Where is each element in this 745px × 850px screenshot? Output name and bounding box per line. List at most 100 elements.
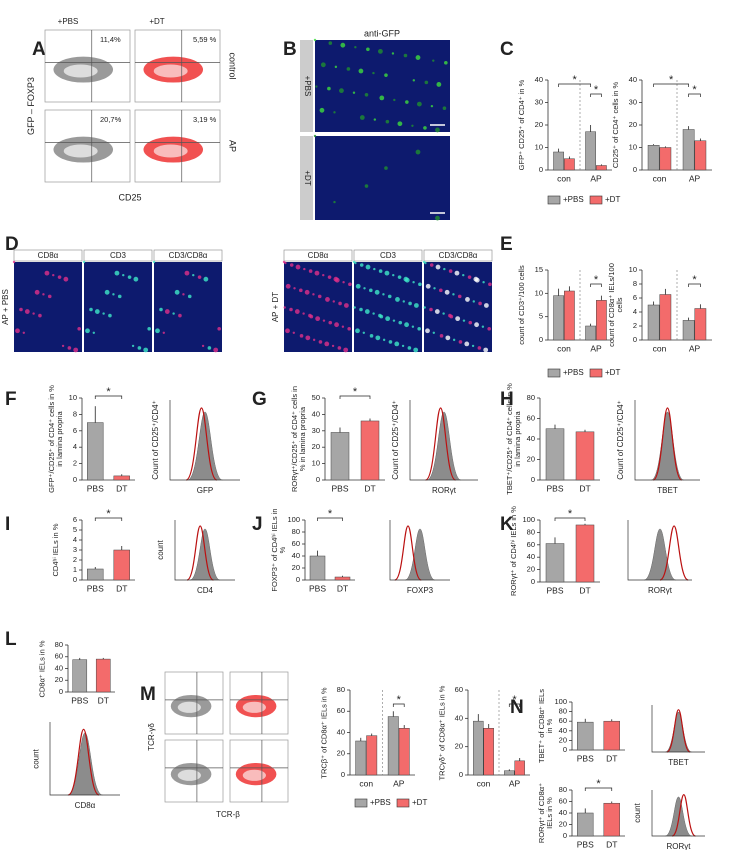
bar — [87, 568, 104, 581]
y-axis-label: GFP⁺ CD25⁺ of CD4⁺ in % — [517, 79, 527, 171]
stain-spot — [63, 276, 69, 282]
stain-spot — [354, 46, 357, 49]
stain-spot — [416, 101, 422, 107]
bar — [87, 422, 104, 481]
stain-spot — [407, 346, 412, 350]
channel-header — [83, 249, 153, 262]
stain-spot — [444, 60, 448, 65]
row-label: AP + PBS — [1, 289, 10, 325]
significance-bracket — [688, 283, 701, 287]
y-tick-label: 0 — [531, 577, 535, 586]
legend-label: +PBS — [563, 368, 584, 377]
gate-percent: 20,7% — [100, 115, 122, 124]
significance-bracket — [508, 703, 521, 707]
stain-spot — [391, 52, 395, 55]
y-tick-label: 40 — [55, 663, 63, 672]
stain-spot — [42, 293, 45, 296]
bar — [514, 760, 525, 776]
stain-spot — [67, 346, 72, 350]
y-tick-label: 20 — [292, 563, 300, 572]
stain-spot — [127, 275, 132, 279]
bar — [398, 728, 410, 776]
x-tick-label: con — [477, 778, 491, 788]
flow-core — [153, 64, 188, 78]
stain-spot — [358, 68, 364, 74]
histogram-line — [425, 407, 457, 481]
y-axis-label: RORγt⁺ of CD4ʰⁱ IELs in % — [509, 506, 519, 596]
y-tick-label: 0 — [633, 165, 637, 174]
stain-spot — [471, 344, 475, 348]
stain-spot — [347, 326, 351, 331]
stain-spot — [430, 104, 434, 108]
stain-spot — [328, 41, 333, 45]
legend-swatch — [396, 798, 410, 808]
y-tick-label: 40 — [292, 551, 300, 560]
stain-spot — [15, 328, 20, 334]
panel-letter: B — [283, 39, 297, 60]
stain-spot — [313, 38, 317, 42]
stain-spot — [289, 263, 294, 267]
stain-spot — [384, 73, 388, 77]
stain-spot — [308, 269, 313, 273]
stain-spot — [384, 166, 388, 170]
panel-letter: K — [500, 514, 514, 535]
stain-spot — [359, 307, 363, 312]
column-label: +DT — [149, 17, 164, 26]
y-tick-label: 0 — [73, 575, 77, 584]
stain-spot — [343, 303, 349, 308]
stain-spot — [213, 347, 219, 353]
panel-letter: E — [500, 234, 513, 255]
y-tick-label: 80 — [337, 685, 345, 694]
y-tick-label: 40 — [527, 434, 535, 443]
histogram-fill — [665, 711, 692, 753]
bar — [694, 140, 707, 171]
gate-percent: 3,19 % — [193, 115, 217, 124]
stain-spot — [442, 312, 445, 315]
stain-spot — [192, 273, 195, 277]
bar — [113, 549, 130, 581]
channel-label: CD3/CD8α — [439, 251, 478, 260]
stain-spot — [387, 294, 392, 299]
y-axis-label: Count of CD25⁺/CD4⁺ — [615, 400, 625, 480]
bar — [603, 720, 620, 751]
stain-spot — [319, 107, 325, 113]
y-tick-label: 60 — [559, 716, 567, 725]
y-tick-label: 40 — [455, 713, 463, 722]
stain-spot — [44, 270, 50, 276]
stain-spot — [312, 293, 315, 296]
stain-spot — [24, 309, 30, 314]
stain-spot — [187, 294, 192, 299]
stain-spot — [418, 282, 422, 287]
histogram-line — [67, 728, 100, 796]
y-axis-label: TRCγδ⁺ of CD8α⁺ IELs in % — [437, 685, 447, 780]
legend-label: +PBS — [370, 798, 391, 807]
stain-spot — [322, 273, 325, 277]
stain-spot — [332, 300, 335, 303]
y-tick-label: 10 — [629, 142, 637, 151]
stain-spot — [102, 312, 105, 315]
stain-spot — [117, 294, 122, 299]
bar — [682, 129, 695, 171]
stain-spot — [322, 319, 326, 322]
x-tick-label: AP — [509, 778, 521, 788]
bar — [603, 802, 620, 837]
stain-spot — [334, 277, 340, 283]
y-axis-label: FOXP3⁺ of CD4ʰⁱ IELs in % — [270, 508, 287, 592]
y-tick-label: 20 — [312, 442, 320, 451]
stain-spot — [325, 297, 330, 302]
stain-spot — [57, 275, 62, 279]
stain-spot — [429, 307, 433, 312]
histogram-line — [394, 525, 422, 581]
x-axis-label: TBET — [668, 758, 689, 767]
stain-spot — [401, 344, 405, 348]
significance-mark: * — [669, 74, 674, 86]
flow-core — [63, 144, 98, 158]
stain-spot — [312, 338, 316, 342]
y-tick-label: 60 — [455, 685, 463, 694]
panel-letter: G — [252, 389, 267, 410]
stain-spot — [302, 312, 305, 315]
y-tick-label: 0 — [563, 831, 567, 840]
stain-spot — [355, 328, 360, 334]
